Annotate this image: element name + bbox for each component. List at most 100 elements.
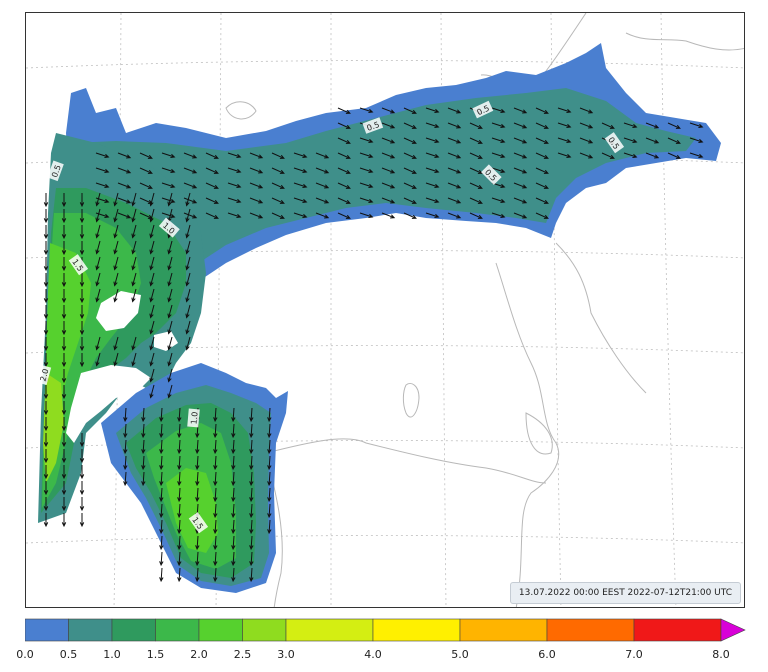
direction-arrow <box>447 212 462 219</box>
direction-arrow <box>205 197 219 204</box>
direction-arrow <box>183 167 198 174</box>
direction-arrow <box>113 288 119 303</box>
direction-arrow <box>159 567 164 583</box>
direction-arrow <box>161 182 176 189</box>
colorbar-tick-label: 1.5 <box>146 648 165 661</box>
direction-arrow <box>79 433 85 448</box>
direction-arrow <box>61 273 67 288</box>
direction-arrow <box>113 272 119 287</box>
contour-label: 0.5 <box>362 117 384 134</box>
colorbar-tick-label: 5.0 <box>451 648 469 661</box>
direction-arrow <box>167 192 173 207</box>
direction-arrow <box>213 567 218 583</box>
direction-arrow <box>61 433 67 448</box>
direction-arrow <box>689 137 704 144</box>
direction-arrow <box>535 182 549 189</box>
direction-arrow <box>183 197 198 204</box>
direction-arrow <box>267 503 272 519</box>
colorbar-bin <box>68 618 113 642</box>
direction-arrow <box>149 368 155 383</box>
colorbar-tick-label: 3.0 <box>277 648 295 661</box>
direction-arrow <box>43 353 49 368</box>
direction-arrow <box>117 212 132 219</box>
direction-arrow <box>131 336 137 351</box>
direction-arrow <box>579 122 594 129</box>
direction-arrow <box>95 352 101 367</box>
direction-arrow <box>61 417 67 432</box>
direction-arrow <box>183 182 198 189</box>
direction-arrow <box>159 439 164 455</box>
direction-arrow <box>337 197 351 204</box>
direction-arrow <box>231 407 236 423</box>
direction-arrow <box>381 122 396 129</box>
direction-arrow <box>337 182 351 189</box>
direction-arrow <box>43 385 49 400</box>
direction-arrow <box>249 455 254 471</box>
direction-arrow <box>267 471 272 487</box>
direction-arrow <box>425 182 440 189</box>
direction-arrow <box>337 152 351 159</box>
island-muhu <box>154 331 178 351</box>
direction-arrow <box>117 197 132 204</box>
direction-arrow <box>195 439 200 455</box>
direction-arrow <box>161 167 176 174</box>
direction-arrow <box>513 167 528 174</box>
direction-arrow <box>557 152 572 159</box>
direction-arrow <box>623 137 638 144</box>
direction-arrow <box>381 152 396 159</box>
direction-arrow <box>95 182 110 189</box>
direction-arrow <box>139 167 153 174</box>
direction-arrow <box>177 535 182 551</box>
direction-arrow <box>95 240 101 255</box>
direction-arrow <box>469 182 483 189</box>
direction-arrow <box>95 208 101 223</box>
direction-arrow <box>403 197 417 204</box>
colorbar-tick-label: 4.0 <box>364 648 382 661</box>
colorbar-extend-arrow <box>720 618 746 642</box>
direction-arrow <box>149 304 155 319</box>
colorbar-bin <box>25 618 69 642</box>
colorbar-tick-label: 8.0 <box>712 648 730 661</box>
direction-arrow <box>359 167 374 174</box>
direction-arrow <box>293 182 308 189</box>
direction-arrow <box>227 197 242 204</box>
direction-arrow <box>161 197 176 204</box>
direction-arrow <box>689 122 704 129</box>
direction-arrow <box>141 423 146 439</box>
direction-arrow <box>403 152 417 159</box>
direction-arrow <box>79 497 85 512</box>
direction-arrow <box>195 567 200 583</box>
direction-arrow <box>535 167 549 174</box>
direction-arrow <box>231 439 236 455</box>
direction-arrow <box>271 182 285 189</box>
direction-arrow <box>205 152 219 159</box>
direction-arrow <box>159 519 164 535</box>
direction-arrow <box>249 182 264 189</box>
direction-arrow <box>43 273 49 288</box>
direction-arrow <box>249 487 254 503</box>
colorbar-tick-label: 1.0 <box>103 648 121 661</box>
direction-arrow <box>491 107 506 114</box>
direction-arrow <box>267 487 272 503</box>
direction-arrow <box>293 197 308 204</box>
direction-arrow <box>61 369 67 384</box>
direction-arrow <box>113 336 119 351</box>
direction-arrow <box>159 535 164 551</box>
direction-arrow <box>185 256 191 271</box>
colorbar-bin <box>155 618 200 642</box>
direction-arrow <box>447 167 462 174</box>
direction-arrow <box>159 407 164 423</box>
direction-arrow <box>43 305 49 320</box>
direction-arrow <box>167 320 173 335</box>
direction-arrow <box>213 503 218 519</box>
direction-arrow <box>447 182 462 189</box>
direction-arrow <box>43 337 49 352</box>
contour-label-text: 1.0 <box>189 411 199 424</box>
colorbar-bin <box>285 618 374 642</box>
direction-arrow <box>205 182 219 189</box>
direction-arrow <box>403 212 417 219</box>
direction-arrow <box>149 336 155 351</box>
direction-arrow <box>249 152 264 159</box>
direction-arrow <box>159 423 164 439</box>
direction-arrow <box>177 519 182 535</box>
